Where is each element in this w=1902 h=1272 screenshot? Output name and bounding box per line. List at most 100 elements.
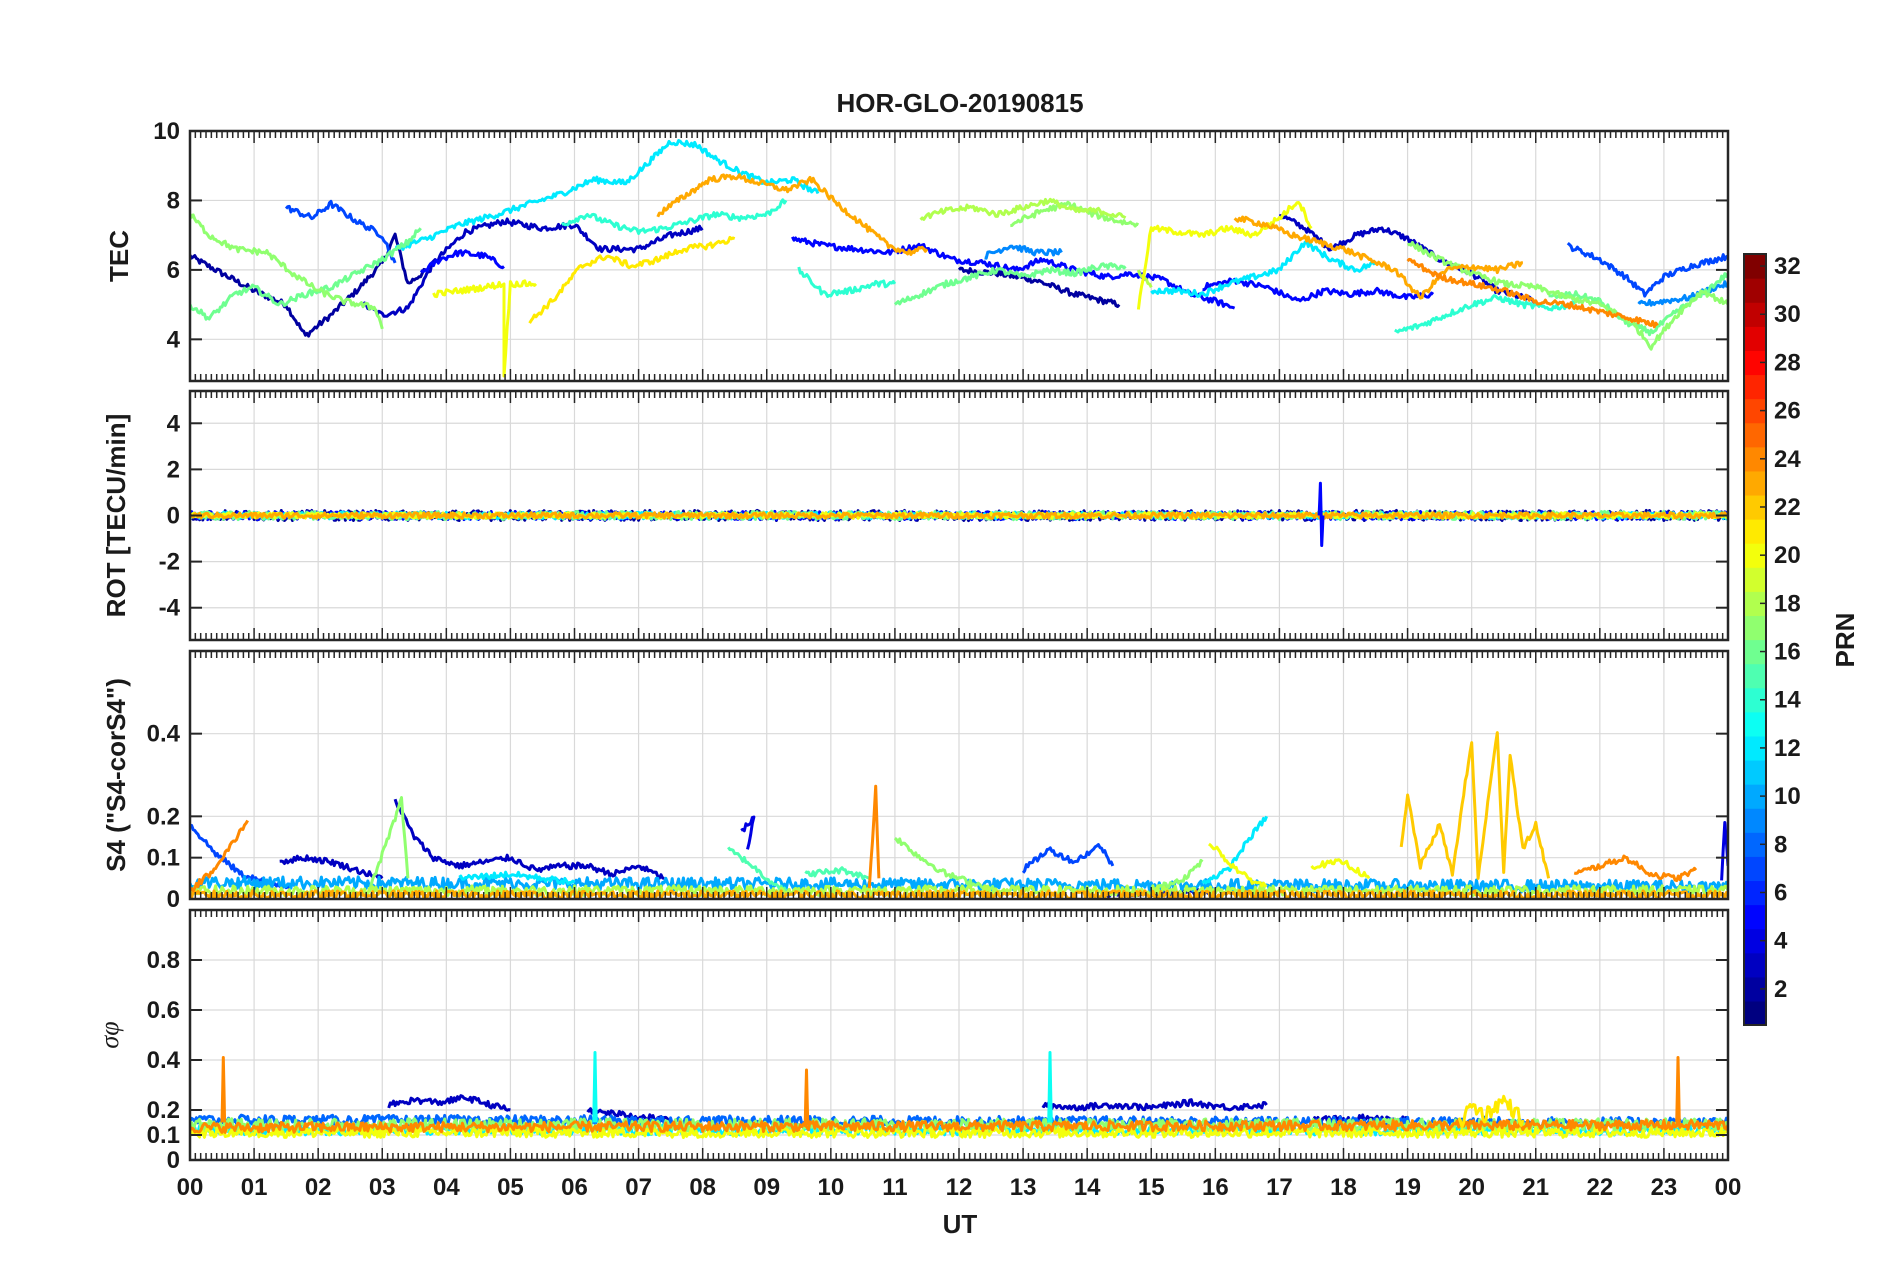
- colorbar-band: [1744, 1000, 1766, 1026]
- series-prn-15: [804, 866, 870, 881]
- series-prn-24: [190, 819, 249, 892]
- colorbar-band: [1744, 808, 1766, 833]
- x-tick-label: 02: [305, 1174, 332, 1201]
- series-prn-20: [432, 279, 538, 378]
- sigma-data-lines: [190, 1051, 1728, 1139]
- s4-y-label: S4 ("S4-corS4"): [101, 678, 131, 872]
- colorbar-band: [1744, 615, 1766, 641]
- colorbar-bands: [1744, 254, 1766, 1026]
- colorbar-band: [1744, 519, 1766, 544]
- series-prn-21: [528, 235, 736, 324]
- x-tick-label: 15: [1138, 1174, 1165, 1201]
- colorbar-tick-label: 16: [1774, 639, 1801, 666]
- s4-y-tick-label: 0.4: [147, 721, 181, 748]
- colorbar-tick-label: 30: [1774, 301, 1801, 328]
- colorbar-band: [1744, 735, 1766, 761]
- colorbar-band: [1744, 880, 1766, 906]
- x-tick-label: 21: [1522, 1174, 1549, 1201]
- series-prn-4: [740, 815, 756, 850]
- x-tick-label: 13: [1010, 1174, 1037, 1201]
- colorbar-band: [1744, 952, 1766, 978]
- series-prn-13: [1047, 1051, 1053, 1123]
- series-prn-9: [1637, 280, 1728, 307]
- colorbar-band: [1744, 759, 1766, 785]
- x-tick-label: 05: [497, 1174, 524, 1201]
- colorbar-tick-label: 28: [1774, 349, 1801, 376]
- series-prn-12: [1201, 815, 1269, 885]
- series-prn-24: [803, 1068, 810, 1126]
- colorbar-band: [1744, 928, 1766, 954]
- series-prn-14: [1394, 294, 1576, 334]
- rot-y-tick-label: -2: [159, 549, 180, 576]
- colorbar-band: [1744, 374, 1766, 400]
- rot-y-tick-label: 0: [167, 503, 180, 530]
- colorbar-tick-label: 20: [1774, 542, 1801, 569]
- colorbar-tick-label: 32: [1774, 253, 1801, 280]
- sigma-y-tick-label: 0: [167, 1147, 180, 1174]
- series-prn-16: [190, 227, 422, 321]
- colorbar-band: [1744, 422, 1766, 448]
- s4-y-tick-label: 0: [167, 886, 180, 913]
- x-tick-label: 16: [1202, 1174, 1229, 1201]
- x-tick-label: 22: [1586, 1174, 1613, 1201]
- colorbar-band: [1744, 326, 1766, 351]
- tec-y-tick-label: 4: [167, 326, 181, 353]
- colorbar-band: [1744, 446, 1766, 472]
- series-prn-9: [984, 244, 1063, 260]
- series-prn-23: [1233, 215, 1523, 300]
- colorbar-tick-label: 6: [1774, 879, 1787, 906]
- series-prn-24: [1406, 257, 1659, 329]
- colorbar-band: [1744, 639, 1766, 665]
- colorbar-band: [1744, 350, 1766, 376]
- series-prn-17: [893, 836, 998, 894]
- sigma-y-label: σφ: [95, 1021, 124, 1048]
- tec-data-lines: [190, 139, 1728, 378]
- sigma-y-tick-label: 0.4: [147, 1047, 181, 1074]
- series-prn-12: [458, 870, 576, 885]
- rot-y-tick-label: 2: [167, 456, 180, 483]
- x-tick-label: 09: [753, 1174, 780, 1201]
- x-tick-label: 17: [1266, 1174, 1293, 1201]
- colorbar-band: [1744, 976, 1766, 1002]
- colorbar-tick-label: 18: [1774, 590, 1801, 617]
- colorbar-tick-label: 10: [1774, 783, 1801, 810]
- colorbar-band: [1744, 711, 1766, 737]
- colorbar-band: [1744, 302, 1766, 327]
- x-axis-label: UT: [943, 1209, 978, 1239]
- s4-y-ticks: 0 0.1 0.2 0.4: [147, 651, 1728, 913]
- x-tick-label: 10: [817, 1174, 844, 1201]
- colorbar-band: [1744, 278, 1766, 303]
- series-prn-20: [1208, 842, 1268, 888]
- colorbar-band: [1744, 591, 1766, 617]
- series-prn-23: [656, 173, 929, 256]
- colorbar-tick-label: 4: [1774, 928, 1788, 955]
- chart-title: HOR-GLO-20190815: [836, 88, 1083, 118]
- series-prn-24: [1675, 1056, 1681, 1123]
- x-tick-label: 11: [882, 1174, 907, 1201]
- colorbar-tick-label: 8: [1774, 831, 1787, 858]
- tec-y-ticks: 4 6 8 10: [153, 118, 1728, 381]
- x-tick-label: 08: [689, 1174, 716, 1201]
- series-prn-7: [284, 199, 397, 264]
- colorbar-band: [1744, 784, 1766, 809]
- x-tick-label: 04: [433, 1174, 460, 1201]
- series-prn-14: [561, 198, 788, 235]
- series-prn-24: [220, 1056, 227, 1123]
- series-prn-17: [1010, 200, 1140, 228]
- series-prn-15: [727, 846, 788, 892]
- s4-y-tick-label: 0.2: [147, 803, 180, 830]
- series-prn-17: [1149, 858, 1204, 894]
- sigma-y-ticks: 00.10.2 0.4 0.6 0.8: [147, 910, 1728, 1174]
- series-prn-3: [361, 217, 704, 318]
- colorbar-band: [1744, 663, 1766, 689]
- series-prn-17: [367, 796, 410, 893]
- colorbar-frame: [1743, 253, 1767, 1026]
- tec-y-label: TEC: [104, 230, 134, 282]
- colorbar-band: [1744, 904, 1766, 930]
- series-prn-12: [1150, 239, 1377, 298]
- panel-rot: -4 -2 0 2 4 ROT [TECU/min]: [101, 389, 1730, 642]
- series-prn-2: [957, 266, 1121, 308]
